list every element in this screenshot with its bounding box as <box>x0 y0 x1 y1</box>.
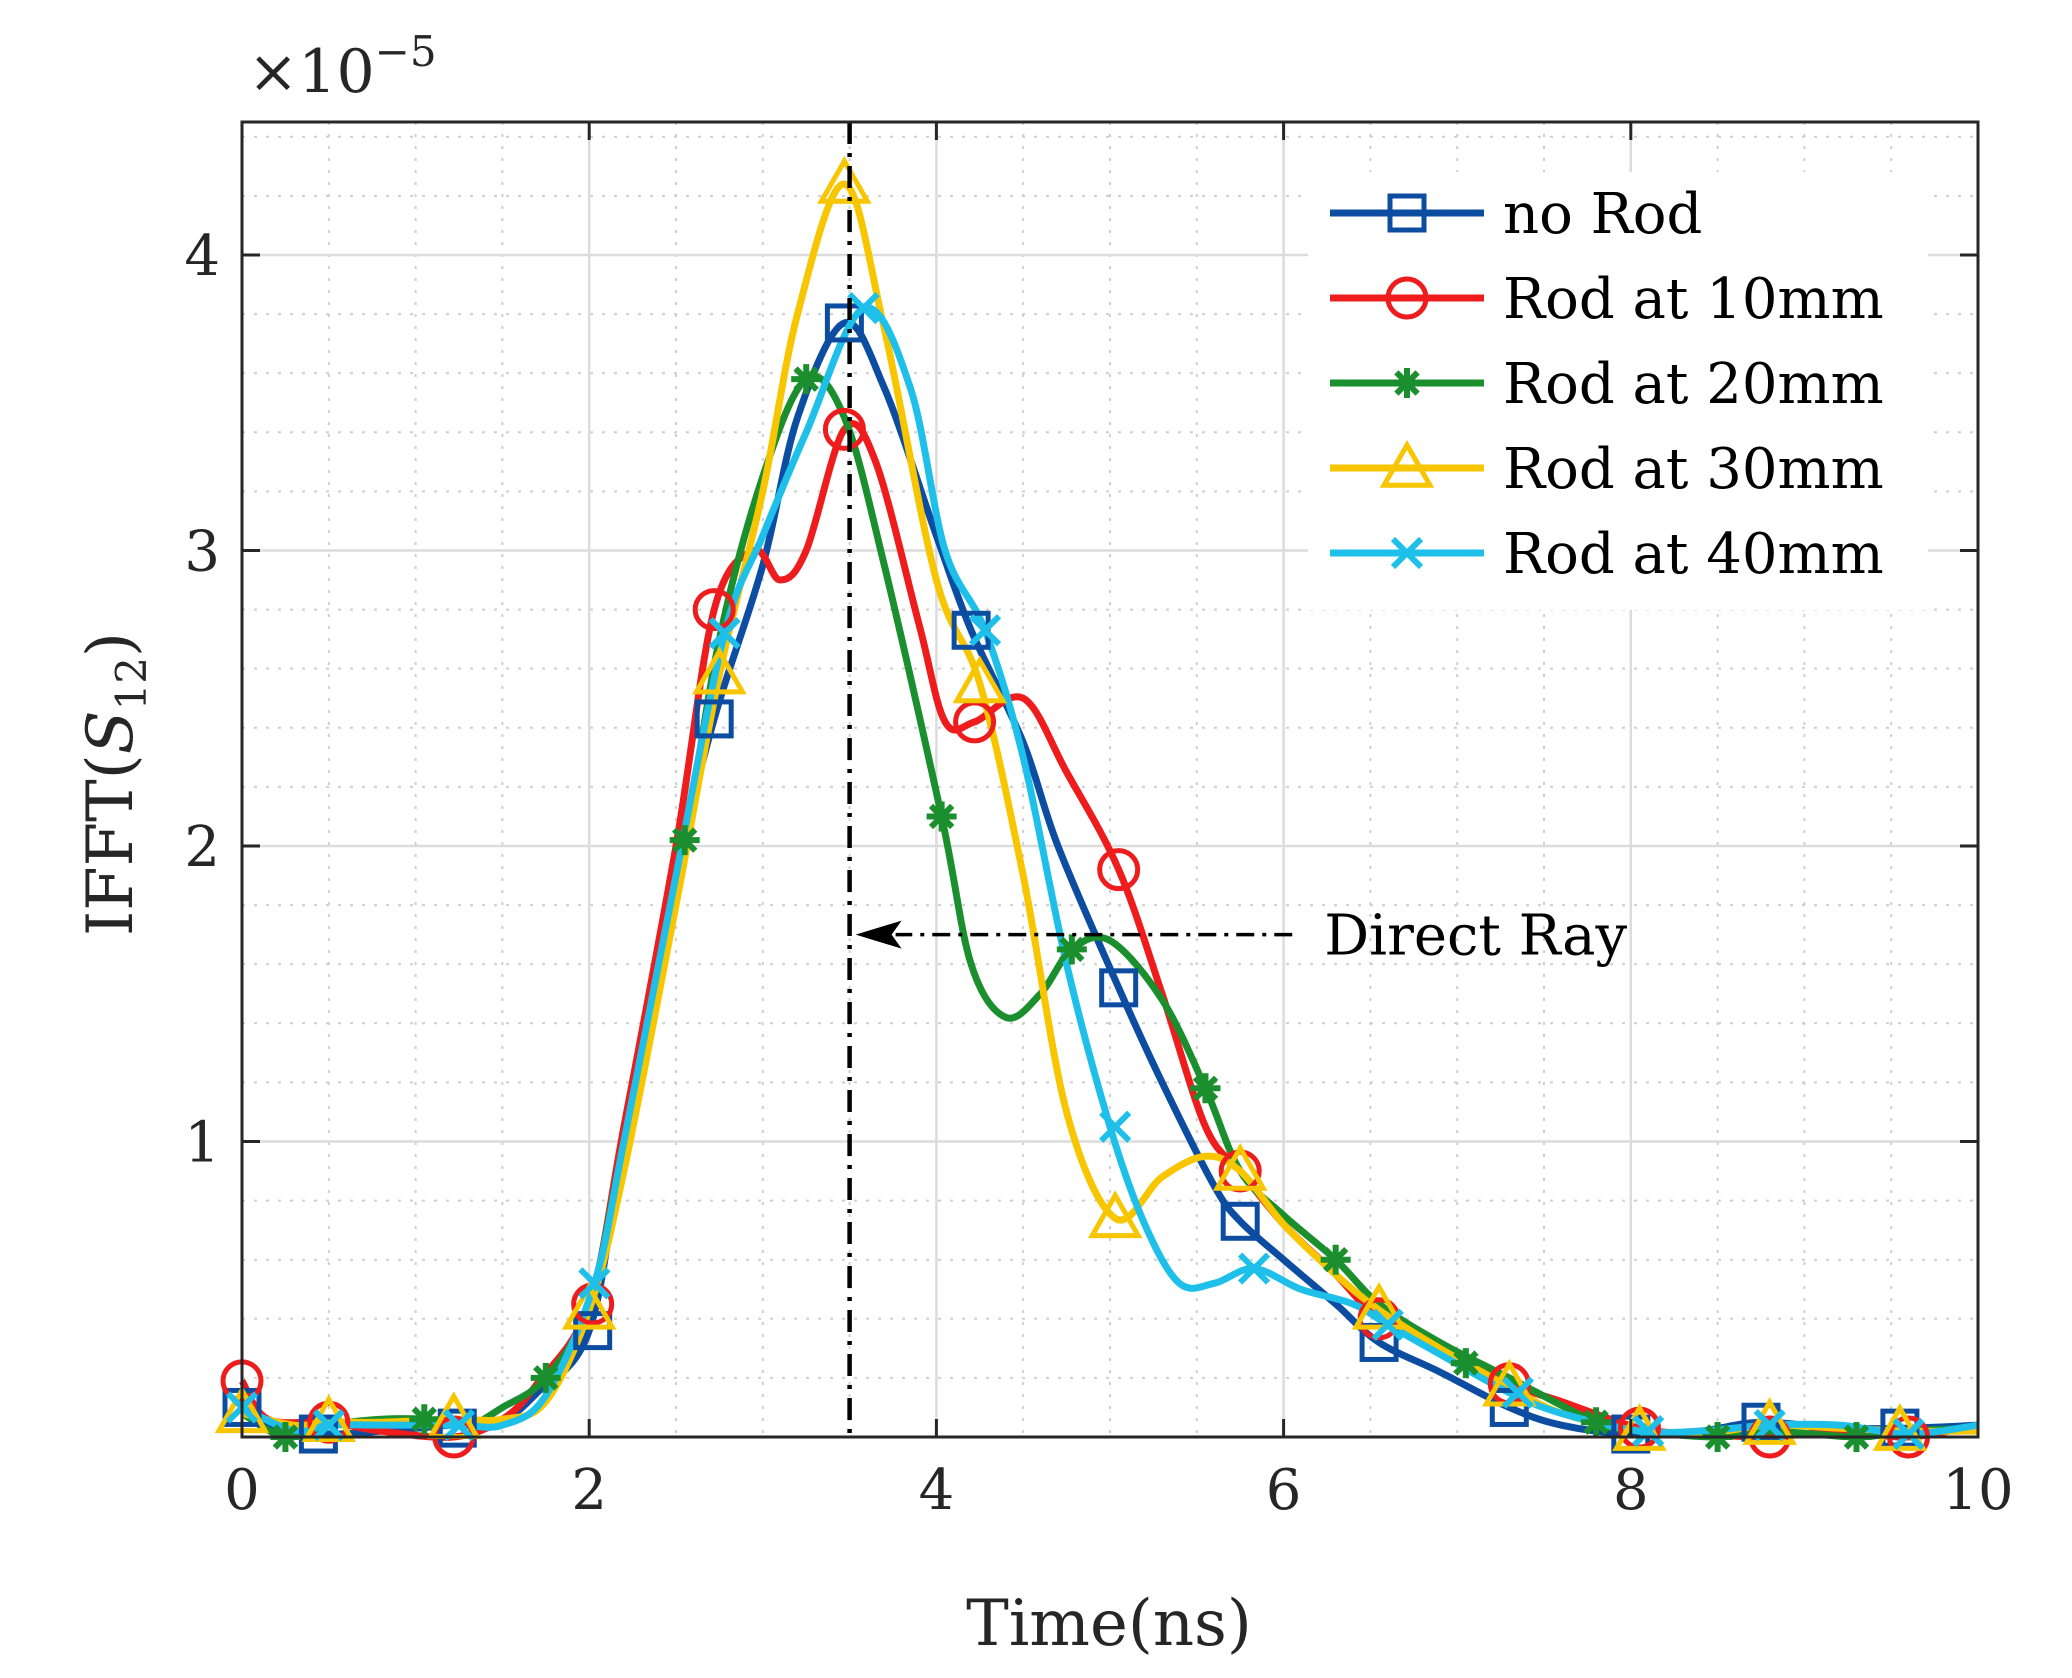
y-axis-label-arg: S <box>74 710 148 754</box>
data-point <box>1371 1308 1404 1341</box>
data-point <box>530 1362 561 1393</box>
data-point <box>1212 1143 1268 1191</box>
data-point <box>301 1394 357 1442</box>
data-point <box>1581 1407 1612 1438</box>
legend-label: Rod at 10mm <box>1503 267 1884 332</box>
legend-marker <box>1392 368 1422 398</box>
x-tick-label: 0 <box>224 1458 260 1523</box>
legend-label: Rod at 40mm <box>1503 522 1884 587</box>
direct-ray-label: Direct Ray <box>1324 904 1627 969</box>
legend-entry-0: no Rod <box>1330 182 1702 247</box>
y-tick-label: 2 <box>184 815 220 880</box>
x-axis-label: Time(ns) <box>966 1587 1252 1661</box>
data-point <box>312 1409 345 1442</box>
data-point <box>952 655 1008 704</box>
data-point <box>1099 968 1139 1008</box>
axes-box <box>240 120 1980 1439</box>
data-point <box>1097 848 1141 892</box>
data-point <box>561 1281 617 1330</box>
data-point <box>1056 934 1087 965</box>
y-tick-labels: 1 2 3 4 <box>184 224 220 1176</box>
legend-entry-3: Rod at 30mm <box>1330 437 1884 502</box>
series-markers-4 <box>225 292 1925 1451</box>
minor-grid <box>242 122 1978 1437</box>
data-point <box>1237 1252 1271 1285</box>
data-point <box>692 588 736 632</box>
data-point <box>708 617 741 650</box>
data-point <box>1450 1348 1481 1379</box>
x-tick-label: 8 <box>1613 1458 1649 1523</box>
y-axis-label: IFFT(S12) <box>74 632 156 936</box>
legend-entry-2: Rod at 20mm <box>1330 352 1884 417</box>
y-axis-label-open: ( <box>74 754 148 779</box>
legend: no Rod Rod at 10mm Rod at 20mm Rod at 30mm R… <box>1308 172 1928 610</box>
y-exponent-power: −5 <box>375 27 437 76</box>
y-axis-label-main: IFFT <box>74 779 148 936</box>
data-point <box>409 1404 440 1435</box>
y-axis-label-sub: 12 <box>107 657 156 710</box>
data-point <box>573 1311 613 1351</box>
x-tick-label: 2 <box>571 1458 607 1523</box>
data-point <box>442 1409 476 1442</box>
data-point <box>1351 1281 1407 1330</box>
data-point <box>1320 1244 1351 1275</box>
x-tick-label: 4 <box>919 1458 955 1523</box>
data-point <box>1099 1110 1132 1143</box>
x-tick-label: 6 <box>1266 1458 1302 1523</box>
data-point <box>926 801 957 832</box>
legend-marker <box>1385 276 1429 320</box>
data-point <box>1742 1397 1797 1445</box>
data-point <box>692 646 747 695</box>
data-point <box>1489 1387 1529 1427</box>
y-tick-label: 3 <box>184 519 220 584</box>
y-tick-label: 4 <box>184 224 220 289</box>
data-point <box>847 292 880 325</box>
tick-marks <box>240 122 1980 1437</box>
data-point <box>1892 1417 1925 1451</box>
legend-marker <box>1379 439 1435 488</box>
data-point <box>822 407 866 451</box>
legend-label: no Rod <box>1503 182 1702 247</box>
y-exponent-base: ×10 <box>248 37 375 107</box>
data-point <box>1753 1409 1786 1442</box>
data-point <box>817 156 872 204</box>
data-point <box>669 825 700 856</box>
legend-marker <box>1387 193 1427 233</box>
data-point <box>694 699 734 739</box>
legend-entry-1: Rod at 10mm <box>1330 267 1884 332</box>
legend-entry-4: Rod at 40mm <box>1330 522 1884 587</box>
data-point <box>1190 1073 1221 1104</box>
y-exponent-label: ×10−5 <box>248 27 437 107</box>
data-point <box>1220 1201 1260 1241</box>
legend-label: Rod at 20mm <box>1503 352 1884 417</box>
direct-ray-arrowhead <box>855 920 902 949</box>
y-axis-label-close: ) <box>74 632 148 657</box>
x-tick-labels: 0 2 4 6 8 10 <box>224 1458 2013 1523</box>
data-point <box>1087 1190 1143 1239</box>
data-point <box>968 614 1002 647</box>
data-point <box>1632 1414 1665 1448</box>
legend-label: Rod at 30mm <box>1503 437 1884 502</box>
data-point <box>1501 1376 1535 1409</box>
legend-marker <box>1390 536 1424 570</box>
direct-ray-annotation: Direct Ray <box>847 122 1628 1437</box>
x-tick-label: 10 <box>1942 1458 2013 1523</box>
y-tick-label: 1 <box>184 1110 220 1175</box>
data-point <box>824 303 864 343</box>
data-point <box>578 1267 611 1300</box>
data-point <box>791 364 822 395</box>
